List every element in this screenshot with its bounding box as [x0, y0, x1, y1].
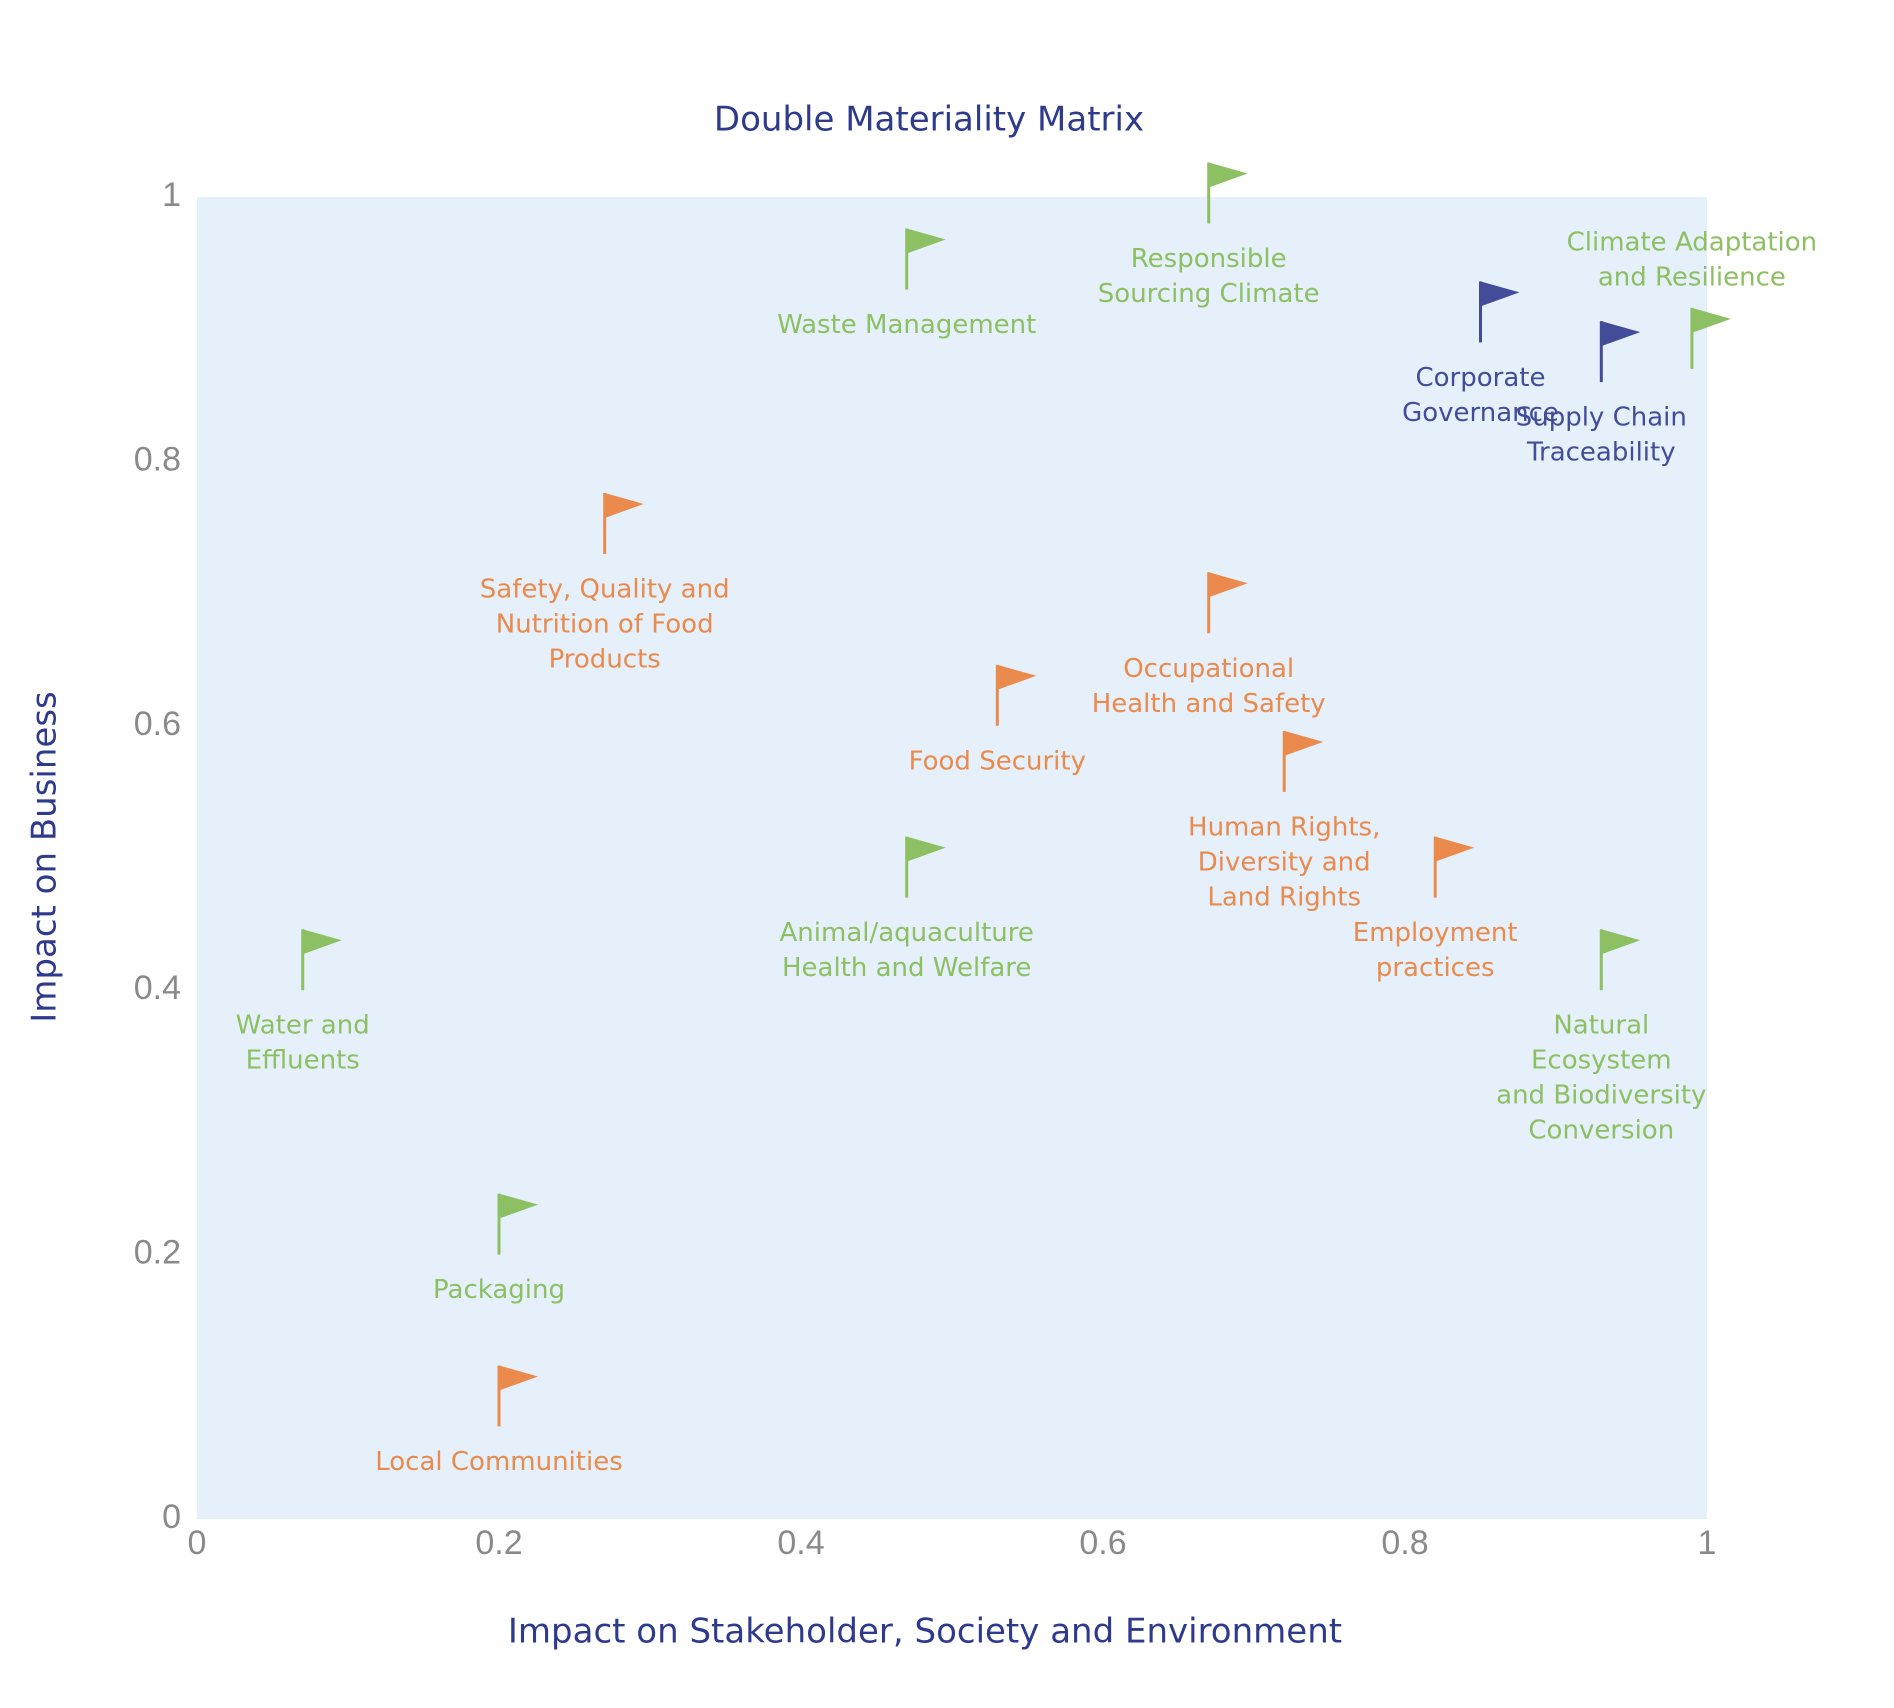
flag — [604, 492, 644, 518]
point-label: Food Security — [909, 746, 1086, 776]
point-label: Occupational — [1123, 654, 1294, 684]
flag — [906, 228, 946, 254]
flag-marker — [497, 1193, 538, 1255]
flag — [1208, 162, 1248, 188]
flag — [1208, 572, 1248, 598]
point-label: Human Rights, — [1188, 812, 1380, 842]
x-tick-label: 0.6 — [1079, 1524, 1126, 1562]
point-label: Responsible — [1131, 244, 1287, 274]
y-tick-label: 0 — [162, 1498, 181, 1536]
x-tick-label: 1 — [1698, 1524, 1717, 1562]
point-label: practices — [1376, 953, 1495, 983]
y-tick-label: 0.8 — [134, 440, 181, 478]
point-label: Climate Adaptation — [1567, 227, 1818, 257]
flag-marker — [1207, 162, 1248, 224]
point-label: Effluents — [246, 1046, 360, 1076]
point-label: Conversion — [1528, 1116, 1674, 1146]
flag-marker — [603, 492, 644, 554]
flag-marker — [1207, 572, 1248, 634]
x-tick-label: 0 — [188, 1524, 207, 1562]
point-label: Packaging — [433, 1275, 565, 1305]
flag-marker — [995, 664, 1037, 726]
x-tick-label: 0.4 — [777, 1524, 824, 1562]
point-label: Health and Safety — [1092, 689, 1326, 719]
point-label: Health and Welfare — [782, 953, 1031, 983]
point-label: and Resilience — [1598, 262, 1786, 292]
flag-marker — [301, 929, 342, 991]
y-tick-label: 0.2 — [134, 1234, 181, 1272]
point-label: Products — [549, 644, 661, 674]
point-label: Sourcing Climate — [1098, 279, 1320, 309]
flag — [1601, 321, 1641, 347]
point-label: Waste Management — [777, 310, 1036, 340]
flag — [1691, 307, 1731, 333]
point-label: Safety, Quality and — [480, 574, 730, 604]
flag-marker — [1479, 281, 1520, 343]
flag-marker — [1599, 929, 1641, 991]
x-tick-label: 0.8 — [1381, 1524, 1428, 1562]
flag-marker — [1282, 730, 1324, 792]
flag — [1601, 929, 1641, 955]
point-label: Governance — [1402, 398, 1559, 428]
flag — [1435, 836, 1475, 862]
chart-title: Double Materiality Matrix — [714, 100, 1144, 140]
point-label: Diversity and — [1198, 847, 1371, 877]
x-axis-label: Impact on Stakeholder, Society and Envir… — [508, 1612, 1342, 1652]
flag-marker — [1690, 307, 1731, 369]
plot-area — [197, 197, 1707, 1519]
flag — [302, 929, 342, 955]
point-label: and Biodiversity — [1496, 1081, 1706, 1111]
flag — [1284, 730, 1324, 756]
y-tick-label: 0.6 — [134, 705, 181, 743]
point-label: Land Rights — [1207, 882, 1361, 912]
y-axis-label: Impact on Business — [25, 691, 65, 1022]
flag-marker — [497, 1365, 538, 1427]
point-label: Corporate — [1416, 363, 1546, 393]
flag — [906, 836, 946, 862]
x-tick-label: 0.2 — [475, 1524, 522, 1562]
flag-marker — [905, 228, 946, 290]
flag — [997, 664, 1037, 690]
y-tick-label: 0.4 — [134, 969, 181, 1007]
point-label: Animal/aquaculture — [780, 918, 1034, 948]
flag — [499, 1193, 538, 1219]
point-label: Nutrition of Food — [496, 609, 714, 639]
point-label: Local Communities — [375, 1447, 623, 1477]
y-tick-label: 1 — [162, 176, 181, 214]
point-label: Employment — [1353, 918, 1518, 948]
point-label: Water and — [236, 1011, 370, 1041]
flag-marker — [1433, 836, 1475, 898]
flag — [499, 1365, 538, 1391]
flag-marker — [1599, 321, 1641, 383]
point-label: Traceability — [1526, 438, 1676, 468]
point-label: Natural — [1553, 1011, 1649, 1041]
point-label: Supply Chain — [1516, 403, 1687, 433]
point-label: Ecosystem — [1531, 1046, 1672, 1076]
flag-marker — [905, 836, 946, 898]
flag — [1480, 281, 1520, 307]
